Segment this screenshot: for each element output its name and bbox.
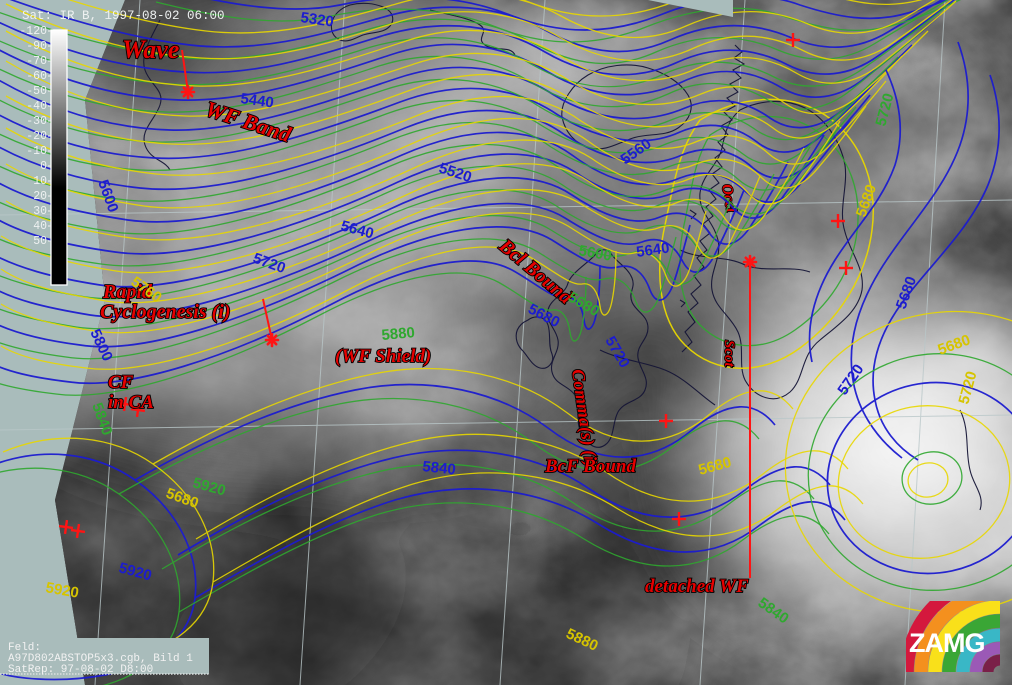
svg-text:BcF Bound: BcF Bound bbox=[544, 456, 636, 477]
svg-text:40: 40 bbox=[33, 220, 47, 233]
svg-text:Sat: IR B, 1997-08-02 06:00: Sat: IR B, 1997-08-02 06:00 bbox=[22, 9, 225, 23]
svg-text:Cyclogenesis (i): Cyclogenesis (i) bbox=[100, 301, 231, 323]
svg-text:-120: -120 bbox=[19, 25, 47, 38]
svg-text:(WF Shield): (WF Shield) bbox=[335, 346, 431, 367]
svg-text:-50: -50 bbox=[26, 85, 47, 98]
svg-text:-90: -90 bbox=[26, 40, 47, 53]
svg-text:Wave: Wave bbox=[122, 35, 179, 64]
svg-text:20: 20 bbox=[33, 190, 47, 203]
svg-text:5840: 5840 bbox=[422, 458, 457, 478]
svg-text:-10: -10 bbox=[26, 145, 47, 158]
svg-text:30: 30 bbox=[33, 205, 47, 218]
svg-text:-20: -20 bbox=[26, 130, 47, 143]
svg-text:ZAMG: ZAMG bbox=[909, 628, 984, 658]
svg-text:0: 0 bbox=[40, 160, 47, 173]
svg-text:-70: -70 bbox=[26, 55, 47, 68]
svg-text:-40: -40 bbox=[26, 100, 47, 113]
svg-text:detached WF: detached WF bbox=[645, 576, 749, 597]
svg-text:-30: -30 bbox=[26, 115, 47, 128]
svg-text:Scot: Scot bbox=[721, 340, 737, 368]
svg-text:-60: -60 bbox=[26, 70, 47, 83]
svg-text:10: 10 bbox=[33, 175, 47, 188]
svg-text:in CA: in CA bbox=[108, 392, 154, 413]
svg-text:5880: 5880 bbox=[381, 324, 416, 344]
svg-text:SatRep: 97-08-02 D8:00: SatRep: 97-08-02 D8:00 bbox=[8, 664, 153, 676]
svg-text:CF: CF bbox=[108, 372, 134, 393]
svg-text:50: 50 bbox=[33, 235, 47, 248]
